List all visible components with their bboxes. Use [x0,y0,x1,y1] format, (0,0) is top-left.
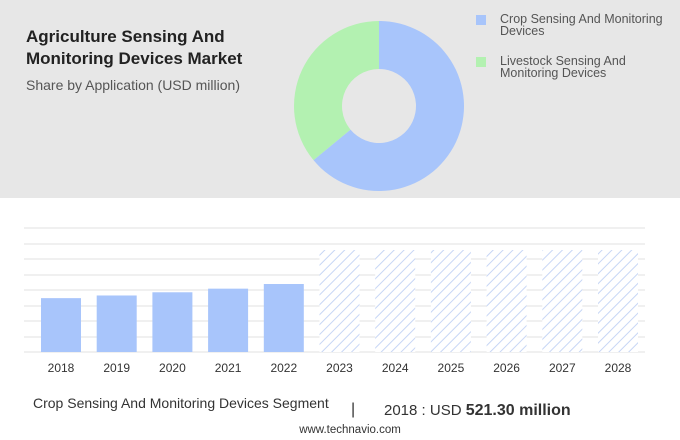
x-tick-2025: 2025 [438,361,465,375]
x-tick-2021: 2021 [215,361,242,375]
x-tick-2024: 2024 [382,361,409,375]
donut-slice-1 [294,21,379,161]
bar-forecast-2023 [319,250,360,352]
bar-2021 [208,288,249,352]
x-tick-2026: 2026 [493,361,520,375]
x-tick-2019: 2019 [103,361,130,375]
x-tick-2020: 2020 [159,361,186,375]
x-tick-2022: 2022 [270,361,297,375]
bar-forecast-2026 [486,250,527,352]
bar-2019 [96,295,137,352]
legend-label-crop: Crop Sensing And Monitoring Devices [500,12,663,38]
donut-chart [294,21,464,191]
bar-chart: 2018 2019 2020 2021 2022 2023 2024 2025 2026 2027… [24,227,645,375]
legend-swatch-crop [476,15,486,25]
x-tick-2028: 2028 [605,361,632,375]
x-tick-2023: 2023 [326,361,353,375]
footer-segment-name: Crop Sensing And Monitoring Devices Segm… [33,395,329,411]
legend-swatch-livestock [476,57,486,67]
chart-title: Agriculture Sensing And Monitoring Devic… [26,27,243,68]
site-url: www.technavio.com [299,424,401,436]
bar-forecast-2024 [375,250,416,352]
footer-value-amount: 521.30 million [465,402,571,419]
bar-2018 [41,298,81,352]
bar-2020 [152,292,193,352]
chart-subtitle: Share by Application (USD million) [26,77,240,93]
legend-label-livestock: Livestock Sensing And Monitoring Devices [500,54,626,80]
bar-forecast-2025 [430,250,471,352]
footer-value: 2018 : USD 521.30 million [384,402,571,420]
bar-forecast-2028 [598,250,638,352]
legend-item-livestock: Livestock Sensing And Monitoring Devices [476,55,676,79]
donut-slice-0 [313,21,464,191]
legend-item-crop: Crop Sensing And Monitoring Devices [476,13,676,37]
footer-divider: | [351,401,356,418]
x-tick-2027: 2027 [549,361,576,375]
legend: Crop Sensing And Monitoring Devices Live… [476,13,676,97]
bar-2022 [263,284,304,352]
footer-value-prefix: 2018 : USD [384,402,462,419]
bar-forecast-2027 [542,250,583,352]
x-tick-2018: 2018 [48,361,75,375]
